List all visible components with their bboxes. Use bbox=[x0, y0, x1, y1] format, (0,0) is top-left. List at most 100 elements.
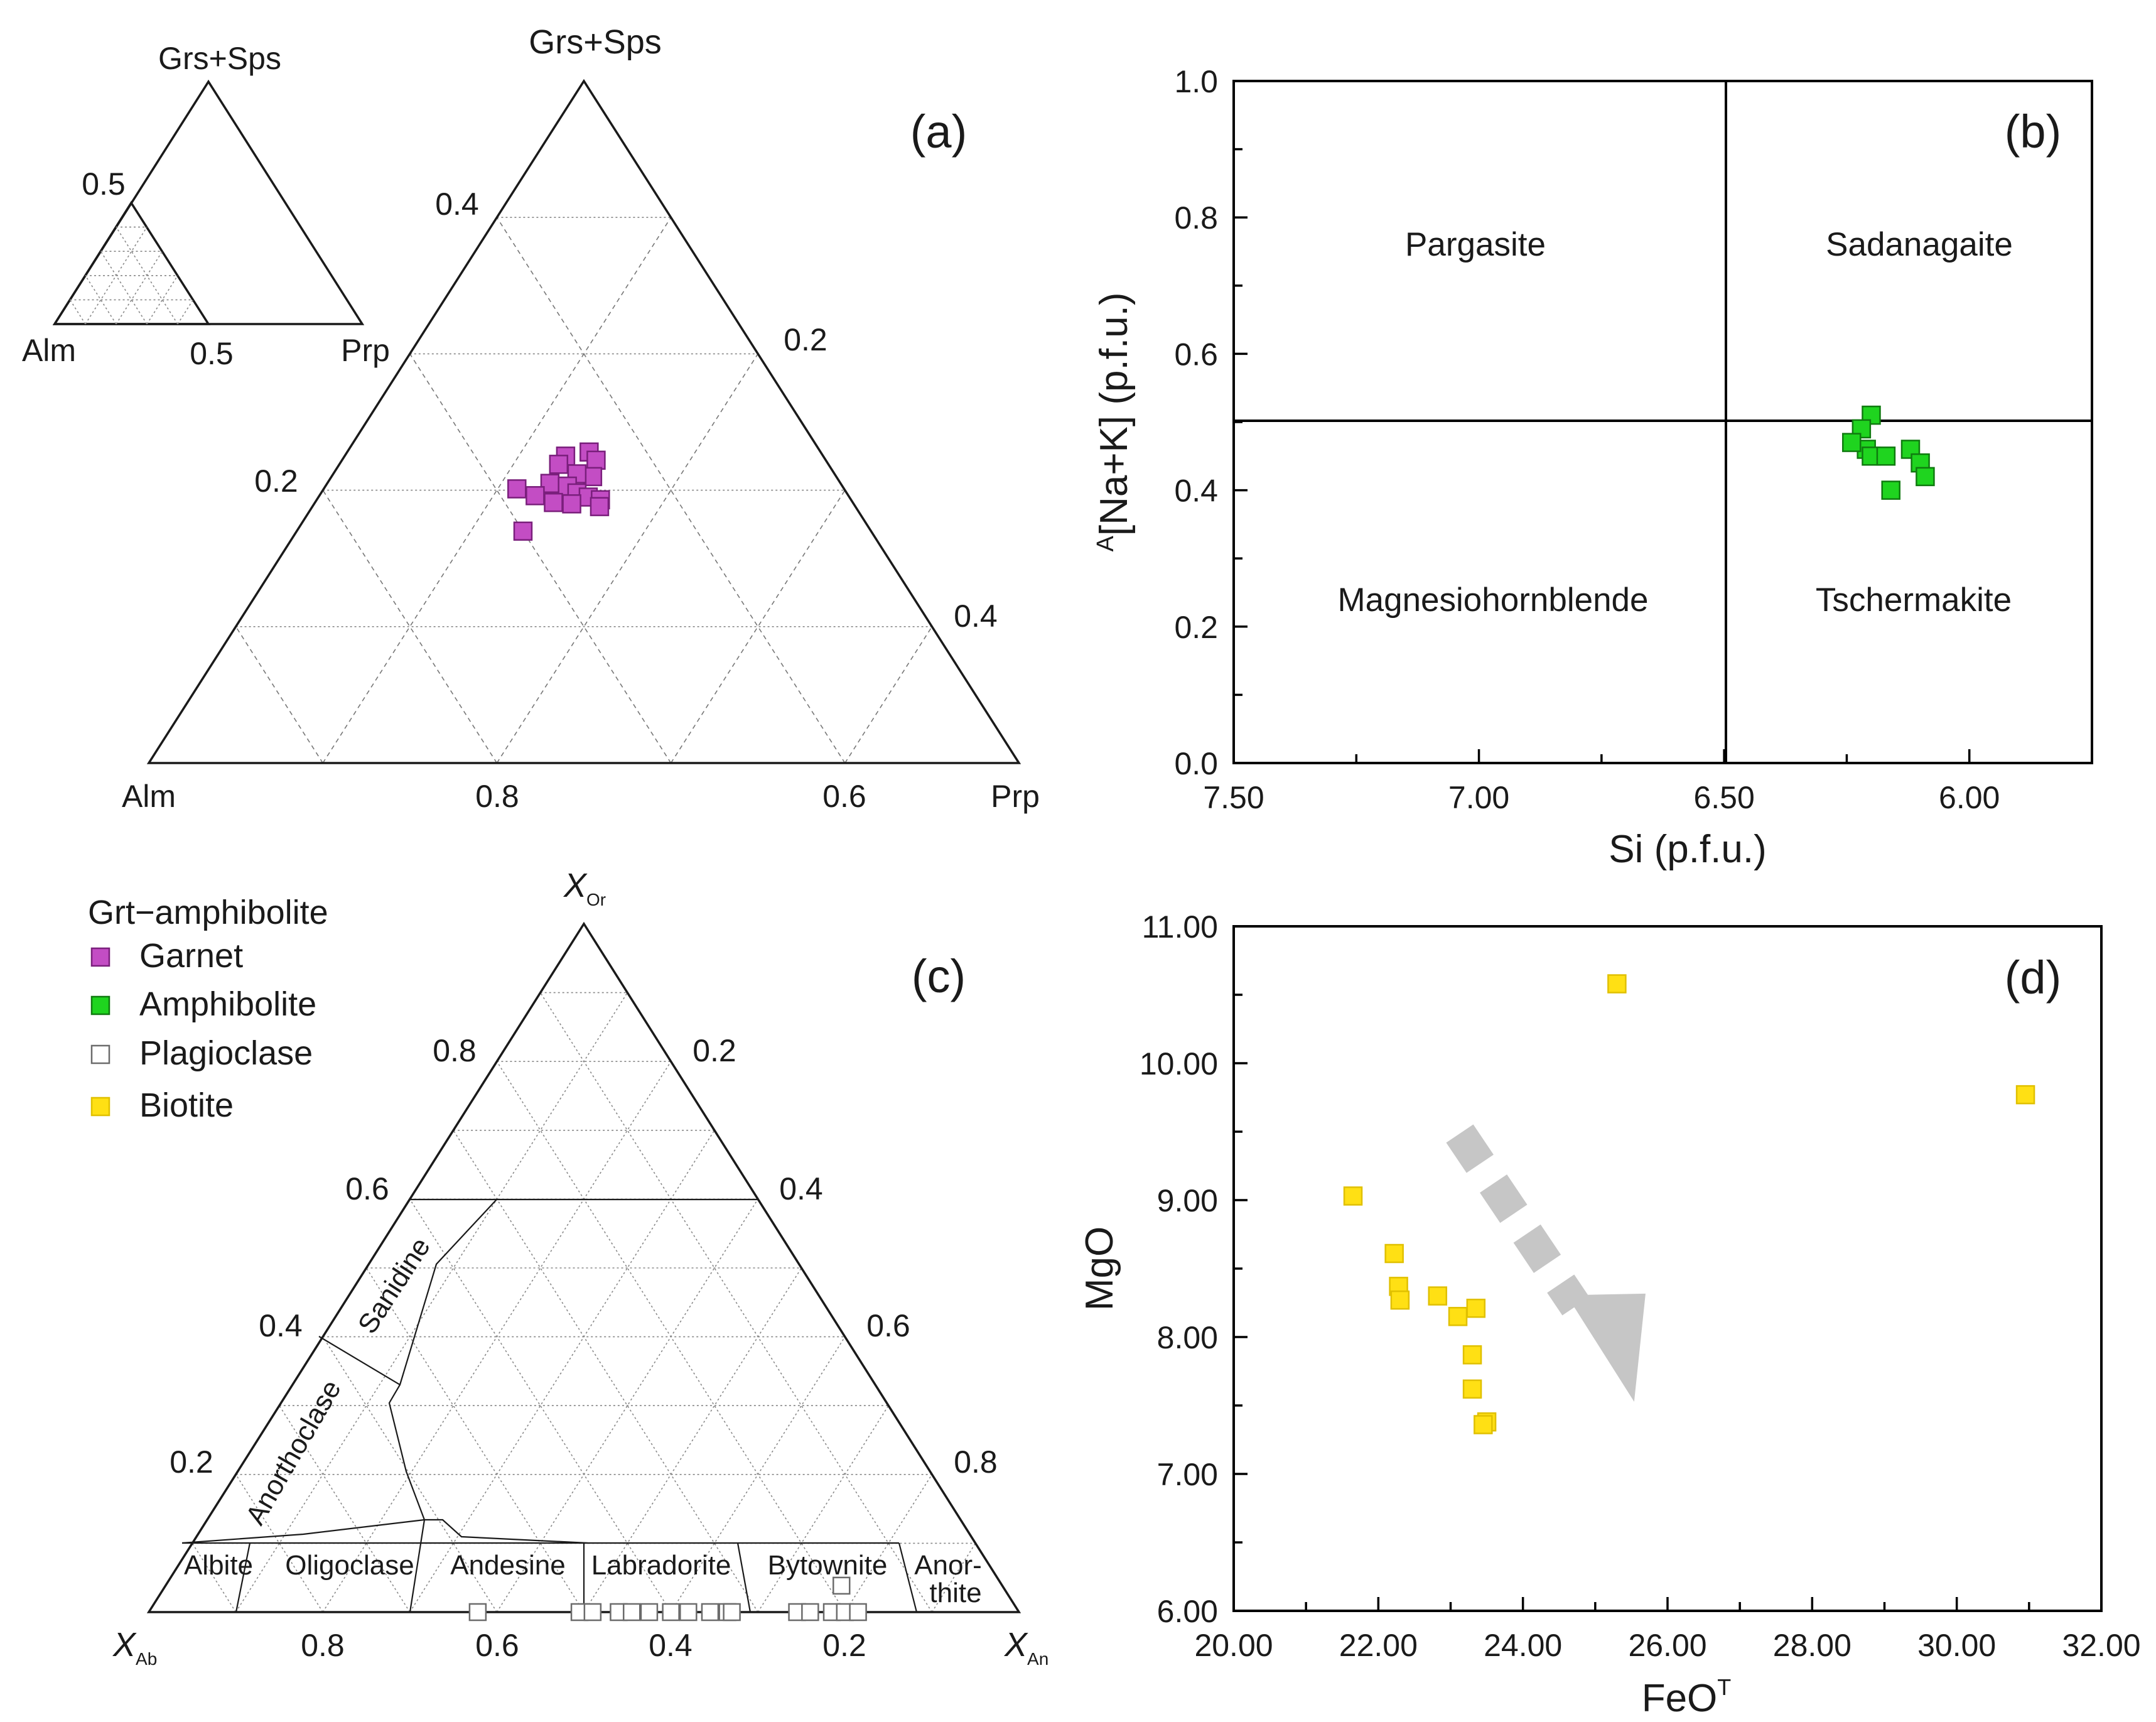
field-label-magnesiohornblende: Magnesiohornblende bbox=[1337, 582, 1648, 619]
x-tick-label: 24.00 bbox=[1484, 1628, 1562, 1663]
y-tick-label: 0.2 bbox=[1174, 610, 1218, 645]
field-label-pargasite: Pargasite bbox=[1405, 226, 1546, 263]
inset-left-half-label: 0.5 bbox=[82, 166, 126, 202]
legend-swatch bbox=[90, 1044, 110, 1064]
panel-b-y-axis-label: A[Na+K] (p.f.u.) bbox=[1092, 292, 1136, 551]
feldspar-field-boundaries bbox=[181, 1198, 918, 1613]
grid-line bbox=[409, 1130, 715, 1613]
panel-a-left-tick: 0.2 bbox=[254, 463, 298, 499]
inset-zoom-region bbox=[52, 200, 211, 325]
field-label-sanidine: Sanidine bbox=[352, 1232, 436, 1339]
x-tick-label: 22.00 bbox=[1339, 1628, 1418, 1663]
x-tick-label: 6.50 bbox=[1693, 780, 1754, 815]
biotite-point bbox=[1462, 1379, 1482, 1399]
x-tick-label: 6.00 bbox=[1939, 780, 2000, 815]
plagioclase-point bbox=[849, 1603, 867, 1622]
grid-line bbox=[670, 490, 846, 764]
grid-line bbox=[453, 1130, 758, 1613]
panel-a-right-apex-label: Prp bbox=[991, 779, 1040, 814]
y-tick-label: 6.00 bbox=[1157, 1594, 1218, 1629]
inset-grid-line bbox=[69, 299, 86, 325]
field-label-sadanagaite: Sadanagaite bbox=[1826, 226, 2013, 263]
panel-a-inset-ternary: Grs+Sps Alm Prp 0.5 0.5 bbox=[22, 41, 390, 371]
biotite-point bbox=[1466, 1298, 1486, 1318]
panel-c-triangle bbox=[146, 921, 1021, 1613]
garnet-point bbox=[526, 486, 545, 506]
y-tick-label: 0.0 bbox=[1174, 746, 1218, 781]
panel-a-garnet-ternary: Grs+Sps Alm Prp 0.5 0.5 Grs+Sps Alm Prp … bbox=[22, 23, 1040, 814]
garnet-point bbox=[586, 450, 606, 470]
y-tick-label: 0.4 bbox=[1174, 474, 1218, 509]
panel-c-top-apex-label: XOr bbox=[563, 867, 606, 909]
inset-bottom-half-label: 0.5 bbox=[190, 336, 234, 371]
garnet-point bbox=[590, 497, 610, 516]
grid-line bbox=[322, 217, 672, 764]
y-tick-label: 1.0 bbox=[1174, 64, 1218, 99]
grid-line bbox=[583, 1267, 802, 1613]
biotite-point bbox=[1462, 1345, 1482, 1365]
inset-triangle bbox=[52, 79, 365, 325]
garnet-point bbox=[549, 455, 569, 474]
grid-line bbox=[496, 353, 758, 764]
biotite-point bbox=[1607, 974, 1627, 994]
panel-c-right-tick: 0.6 bbox=[866, 1308, 910, 1343]
panel-c-bottom-tick: 0.8 bbox=[301, 1628, 345, 1663]
legend-item: Garnet bbox=[90, 937, 243, 975]
biotite-point bbox=[2015, 1085, 2035, 1105]
legend-swatch bbox=[90, 1097, 110, 1117]
grid-line bbox=[279, 1405, 411, 1613]
amphibole-point bbox=[1876, 447, 1896, 466]
grid-line bbox=[496, 217, 846, 764]
grid-line bbox=[365, 1267, 585, 1613]
y-tick-label: 8.00 bbox=[1157, 1320, 1218, 1355]
plagioclase-point bbox=[801, 1603, 819, 1622]
panel-a-label: (a) bbox=[910, 106, 967, 158]
biotite-point bbox=[1448, 1307, 1468, 1326]
panel-d-x-axis-label: FeOT bbox=[1642, 1674, 1732, 1720]
panel-b-label: (b) bbox=[2005, 106, 2061, 158]
field-label-oligoclase: Oligoclase bbox=[285, 1550, 414, 1581]
y-axis-label-superscript: A bbox=[1092, 536, 1119, 552]
panel-d-plot-frame bbox=[1232, 925, 2103, 1612]
plagioclase-point bbox=[701, 1603, 720, 1622]
panel-d-y-axis-label: MgO bbox=[1078, 1227, 1121, 1311]
x-tick-label: 32.00 bbox=[2062, 1628, 2140, 1663]
field-label-tschermakite: Tschermakite bbox=[1816, 582, 2012, 619]
amphibole-point bbox=[1841, 433, 1862, 452]
panel-c-left-tick: 0.8 bbox=[433, 1033, 477, 1068]
grid-line bbox=[235, 1474, 323, 1613]
x-tick-label: 26.00 bbox=[1628, 1628, 1706, 1663]
x-tick-label: 7.50 bbox=[1203, 780, 1264, 815]
inset-left-label: Alm bbox=[22, 333, 76, 368]
panel-a-right-tick: 0.4 bbox=[954, 598, 998, 634]
plagioclase-point bbox=[833, 1576, 851, 1595]
inset-grid-line bbox=[116, 251, 163, 325]
panel-a-bottom-tick: 0.8 bbox=[475, 779, 519, 814]
y-tick-label: 11.00 bbox=[1142, 909, 1218, 945]
amphibole-point bbox=[1881, 480, 1900, 500]
panel-d-label: (d) bbox=[2005, 951, 2061, 1004]
plagioclase-point bbox=[679, 1603, 698, 1622]
panel-c-left-apex-label: XAb bbox=[112, 1626, 157, 1669]
panel-a-left-apex-label: Alm bbox=[122, 779, 176, 814]
y-axis-label-text: [Na+K] (p.f.u.) bbox=[1092, 292, 1136, 536]
biotite-point bbox=[1474, 1415, 1493, 1434]
grid-line bbox=[931, 1542, 976, 1613]
plagioclase-point bbox=[468, 1603, 487, 1622]
legend-swatch bbox=[90, 995, 110, 1015]
grid-line bbox=[496, 1061, 846, 1613]
inset-grid-line bbox=[100, 251, 148, 325]
field-label-anorthite-line1: Anor- bbox=[914, 1550, 982, 1581]
grid-line bbox=[844, 1474, 933, 1613]
legend-label: Amphibolite bbox=[139, 985, 316, 1023]
legend-item: Biotite bbox=[90, 1086, 234, 1124]
y-tick-label: 0.6 bbox=[1174, 337, 1218, 372]
panel-c-left-tick: 0.6 bbox=[345, 1171, 389, 1206]
grid-line bbox=[235, 626, 323, 764]
grid-line bbox=[844, 626, 933, 764]
garnet-point bbox=[544, 492, 563, 512]
panel-c-right-apex-label: XAn bbox=[1003, 1626, 1048, 1669]
legend-swatch bbox=[90, 947, 110, 967]
panel-a-bottom-tick: 0.6 bbox=[822, 779, 866, 814]
inset-grid-line bbox=[146, 275, 178, 325]
